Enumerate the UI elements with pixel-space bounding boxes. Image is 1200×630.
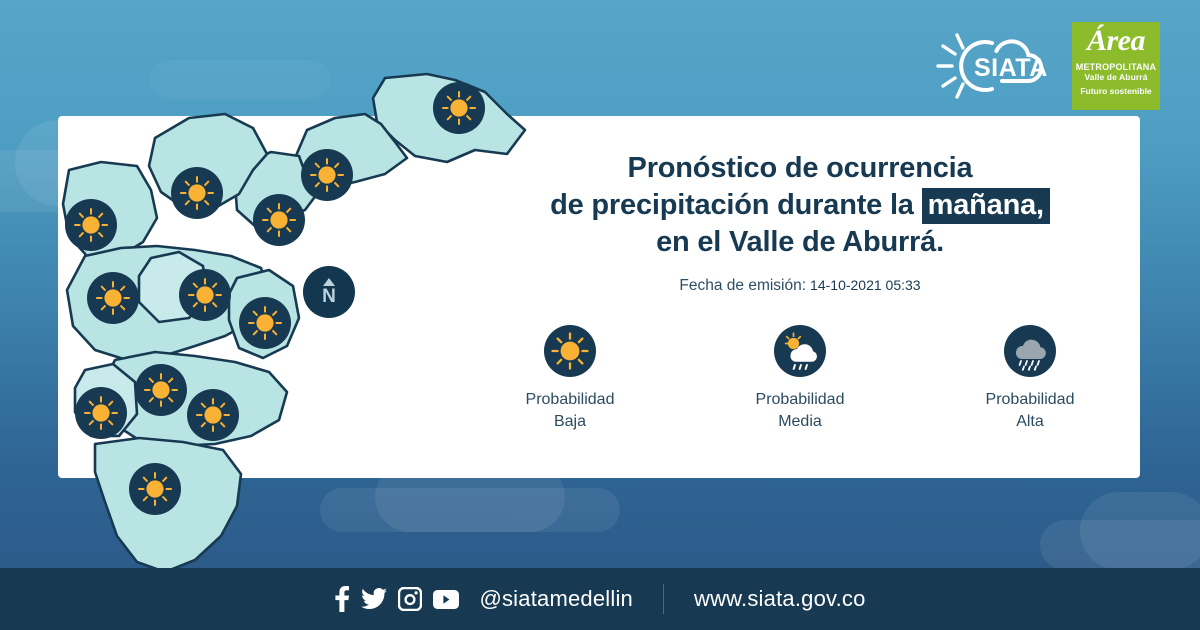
legend-label-media-line1: Probabilidad xyxy=(755,391,845,409)
probability-legend: Probabilidad Baja xyxy=(470,325,1130,432)
title-line-2-text: de precipitación durante la xyxy=(550,189,914,222)
siata-logo: SIATA xyxy=(930,29,1058,103)
legend-label-baja: Probabilidad Baja xyxy=(526,389,615,432)
legend-label-alta: Probabilidad Alta xyxy=(986,389,1075,432)
legend-label-baja-line2: Baja xyxy=(553,412,586,430)
sun-rain-icon xyxy=(774,325,826,378)
youtube-icon[interactable] xyxy=(433,589,460,609)
social-handle[interactable]: @siatamedellin xyxy=(479,586,633,611)
legend-item-media: Probabilidad Media xyxy=(724,325,876,432)
area-logo-script: Área xyxy=(1087,24,1146,57)
title-line-1: Pronóstico de ocurrencia xyxy=(627,152,973,184)
legend-item-alta: Probabilidad Alta xyxy=(954,325,1106,432)
facebook-icon[interactable] xyxy=(334,586,350,612)
title-line-3: en el Valle de Aburrá. xyxy=(656,226,944,259)
title-line-2: de precipitación durante la mañana, xyxy=(470,187,1130,225)
twitter-icon[interactable] xyxy=(361,588,388,610)
area-logo-line3: Futuro sostenible xyxy=(1080,86,1152,96)
heavy-rain-icon xyxy=(1004,325,1056,378)
emission-label: Fecha de emisión: xyxy=(679,277,807,295)
footer-bar: @siatamedellin www.siata.gov.co xyxy=(0,568,1200,630)
legend-label-baja-line1: Probabilidad xyxy=(525,391,615,409)
title-highlight-manana: mañana, xyxy=(921,188,1050,225)
siata-sun-cloud-icon: SIATA xyxy=(936,33,1048,99)
page-title: Pronóstico de ocurrencia de precipitació… xyxy=(470,150,1130,261)
legend-label-media-line2: Media xyxy=(778,412,822,430)
logo-group: SIATA Área METROPOLITANA Valle de Aburrá… xyxy=(930,22,1160,110)
area-logo-line1: METROPOLITANA xyxy=(1075,62,1157,72)
background-cloud-icon xyxy=(150,60,330,100)
emission-value: 14-10-2021 05:33 xyxy=(810,277,921,294)
legend-label-alta-line2: Alta xyxy=(1016,412,1044,430)
instagram-icon[interactable] xyxy=(398,587,423,611)
legend-item-baja: Probabilidad Baja xyxy=(494,325,646,432)
background-cloud-icon xyxy=(1040,492,1200,570)
social-icons xyxy=(334,586,460,612)
area-metropolitana-logo: Área METROPOLITANA Valle de Aburrá Futur… xyxy=(1072,22,1160,110)
background-cloud-icon xyxy=(320,462,620,532)
svg-text:SIATA: SIATA xyxy=(974,54,1048,82)
footer-divider xyxy=(663,584,664,614)
forecast-content: Pronóstico de ocurrencia de precipitació… xyxy=(470,150,1130,433)
emission-date: Fecha de emisión: 14-10-2021 05:33 xyxy=(470,277,1130,295)
legend-label-alta-line1: Probabilidad xyxy=(985,391,1075,409)
website-url[interactable]: www.siata.gov.co xyxy=(694,586,866,611)
legend-label-media: Probabilidad Media xyxy=(756,389,845,432)
area-logo-line2: Valle de Aburrá xyxy=(1084,72,1148,82)
sun-icon xyxy=(544,325,596,378)
